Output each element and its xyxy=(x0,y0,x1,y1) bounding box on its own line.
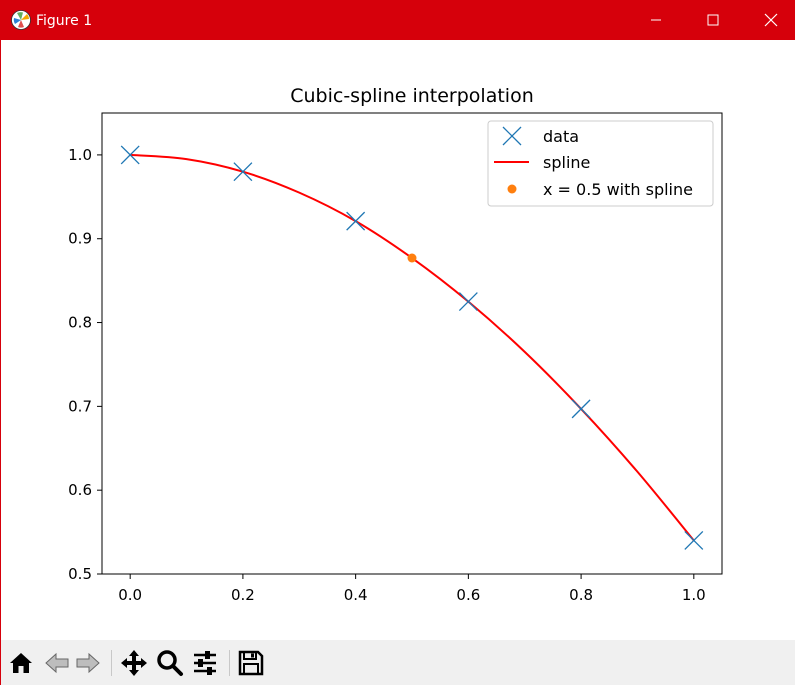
y-tick-label: 0.5 xyxy=(68,565,92,583)
maximize-icon xyxy=(707,14,719,26)
back-button[interactable] xyxy=(42,648,72,678)
home-button[interactable] xyxy=(6,648,36,678)
interp-point-marker xyxy=(407,253,417,263)
minimize-button[interactable] xyxy=(633,0,679,40)
x-tick-label: 0.2 xyxy=(231,586,255,604)
chart: Cubic-spline interpolation 0.0 0.2 0.4 0.6 0… xyxy=(68,85,723,604)
toolbar-separator xyxy=(229,650,230,676)
pan-button[interactable] xyxy=(119,648,149,678)
legend-label-interp-point: x = 0.5 with spline xyxy=(543,180,693,199)
legend-label-spline: spline xyxy=(543,153,590,172)
configure-subplots-button[interactable] xyxy=(190,648,220,678)
matplotlib-icon xyxy=(11,10,31,30)
title-bar[interactable]: Figure 1 xyxy=(1,0,795,40)
x-tick-label: 0.6 xyxy=(456,586,480,604)
x-tick-label: 0.8 xyxy=(569,586,593,604)
toolbar-separator xyxy=(111,650,112,676)
window-title: Figure 1 xyxy=(36,13,93,29)
forward-arrow-icon xyxy=(76,652,100,674)
data-point-marker xyxy=(346,211,366,231)
x-tick-label: 1.0 xyxy=(682,586,706,604)
data-point-marker xyxy=(684,531,704,550)
forward-button[interactable] xyxy=(73,648,103,678)
maximize-button[interactable] xyxy=(690,0,736,40)
y-tick-label: 0.9 xyxy=(68,230,92,248)
minimize-icon xyxy=(651,19,661,21)
y-tick-label: 0.6 xyxy=(68,481,92,499)
y-tick-label: 1.0 xyxy=(68,146,92,164)
spline-line xyxy=(130,153,695,542)
spline-layer xyxy=(130,153,695,542)
pan-move-icon xyxy=(121,650,147,676)
chart-title: Cubic-spline interpolation xyxy=(290,85,534,107)
x-axis: 0.0 0.2 0.4 0.6 0.8 1.0 xyxy=(118,574,706,604)
save-button[interactable] xyxy=(236,648,266,678)
configure-subplots-icon xyxy=(194,651,216,675)
back-arrow-icon xyxy=(45,652,69,674)
data-point-marker xyxy=(571,399,591,419)
close-icon xyxy=(764,13,778,27)
legend-marker-data xyxy=(502,126,522,146)
y-tick-label: 0.7 xyxy=(68,397,92,415)
data-point-marker xyxy=(120,145,140,165)
close-button[interactable] xyxy=(748,0,794,40)
save-floppy-icon xyxy=(238,650,264,676)
home-icon xyxy=(10,653,32,673)
zoom-button[interactable] xyxy=(155,648,185,678)
legend-box xyxy=(487,120,714,207)
x-tick-label: 0.0 xyxy=(118,586,142,604)
zoom-magnifier-icon xyxy=(157,650,183,676)
legend-label-data: data xyxy=(543,127,579,146)
y-axis: 0.5 0.6 0.7 0.8 0.9 1.0 xyxy=(68,146,102,583)
interp-point-layer xyxy=(407,253,417,263)
data-point-marker xyxy=(233,162,253,182)
legend-marker-interp-point xyxy=(507,184,517,194)
axes-frame xyxy=(101,112,723,575)
x-tick-label: 0.4 xyxy=(344,586,368,604)
figure-canvas[interactable]: Cubic-spline interpolation 0.0 0.2 0.4 0.6 0… xyxy=(1,40,795,640)
data-layer xyxy=(120,145,704,550)
data-point-marker xyxy=(458,292,478,312)
y-tick-label: 0.8 xyxy=(68,314,92,332)
navigation-toolbar xyxy=(1,640,795,685)
legend: data spline x = 0.5 with spline xyxy=(487,120,714,207)
